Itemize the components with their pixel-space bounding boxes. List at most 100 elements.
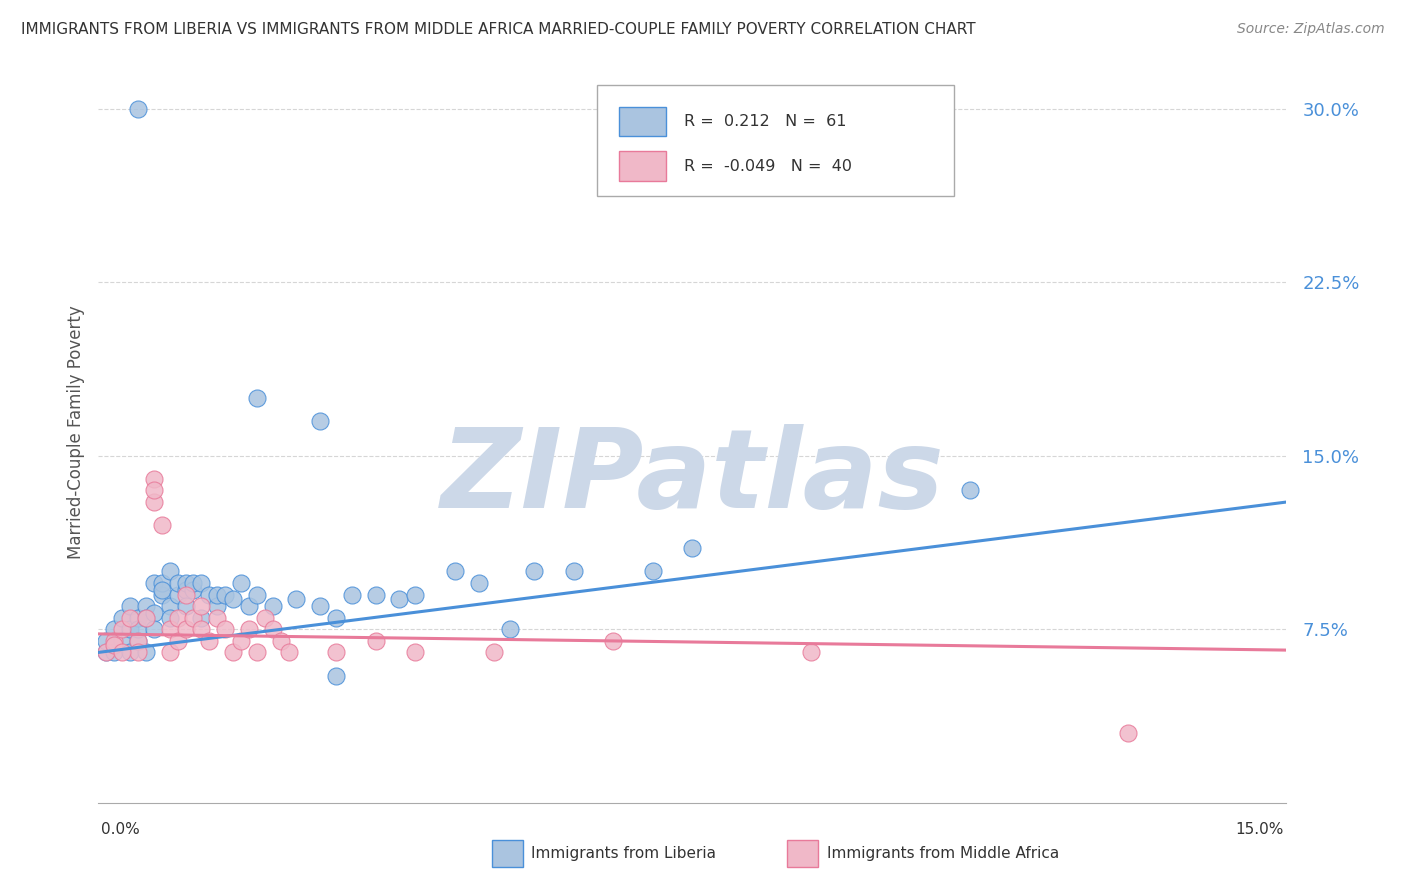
Point [340, 588, 363, 602]
Text: Immigrants from Liberia: Immigrants from Liberia [531, 847, 717, 861]
Point [222, 645, 245, 659]
Point [404, 645, 426, 659]
Point [142, 483, 165, 498]
Point [183, 576, 205, 591]
Point [183, 582, 205, 597]
Point [150, 576, 173, 591]
Point [959, 483, 981, 498]
Point [285, 592, 308, 607]
Point [127, 633, 149, 648]
Text: R =  -0.049   N =  40: R = -0.049 N = 40 [685, 159, 852, 174]
Point [103, 633, 125, 648]
Point [142, 622, 165, 636]
Point [142, 472, 165, 486]
Point [325, 668, 347, 682]
Point [174, 622, 197, 636]
Point [190, 599, 212, 614]
Point [309, 599, 332, 614]
Point [602, 633, 624, 648]
Point [150, 588, 173, 602]
Point [120, 599, 142, 614]
Text: 0.0%: 0.0% [101, 822, 141, 837]
Point [127, 645, 149, 659]
Text: IMMIGRANTS FROM LIBERIA VS IMMIGRANTS FROM MIDDLE AFRICA MARRIED-COUPLE FAMILY P: IMMIGRANTS FROM LIBERIA VS IMMIGRANTS FR… [21, 22, 976, 37]
Bar [492, 840, 523, 867]
Point [238, 599, 260, 614]
Point [166, 576, 188, 591]
Point [190, 611, 212, 625]
Point [1116, 726, 1139, 740]
Point [641, 565, 664, 579]
Text: ZIPatlas: ZIPatlas [440, 424, 945, 531]
Point [174, 588, 197, 602]
Point [467, 576, 489, 591]
Point [174, 582, 197, 597]
Point [800, 645, 823, 659]
Point [198, 633, 221, 648]
Point [135, 611, 157, 625]
Point [246, 588, 269, 602]
Point [214, 622, 236, 636]
Point [159, 611, 181, 625]
Point [253, 611, 276, 625]
Point [120, 645, 142, 659]
Point [96, 633, 118, 648]
Point [523, 565, 546, 579]
Point [262, 622, 284, 636]
Point [142, 576, 165, 591]
Point [388, 592, 411, 607]
FancyBboxPatch shape [619, 152, 666, 181]
Point [309, 414, 332, 428]
Point [111, 611, 134, 625]
Text: R =  0.212   N =  61: R = 0.212 N = 61 [685, 114, 846, 129]
Point [364, 588, 387, 602]
Point [562, 565, 585, 579]
Point [174, 599, 197, 614]
Point [166, 588, 188, 602]
FancyBboxPatch shape [598, 85, 953, 195]
Point [127, 633, 149, 648]
Point [120, 622, 142, 636]
Point [325, 611, 347, 625]
Point [262, 599, 284, 614]
Point [246, 391, 269, 405]
Point [229, 633, 252, 648]
Point [270, 633, 292, 648]
Point [238, 622, 260, 636]
Y-axis label: Married-Couple Family Poverty: Married-Couple Family Poverty [66, 306, 84, 559]
Point [404, 588, 426, 602]
Point [325, 645, 347, 659]
Point [96, 645, 118, 659]
Point [205, 588, 228, 602]
Point [150, 518, 173, 533]
Point [111, 622, 134, 636]
Point [111, 633, 134, 648]
Point [205, 611, 228, 625]
Point [127, 611, 149, 625]
Point [205, 599, 228, 614]
Point [222, 592, 245, 607]
Point [229, 576, 252, 591]
Point [364, 633, 387, 648]
Point [166, 611, 188, 625]
Point [150, 582, 173, 597]
Point [142, 495, 165, 509]
Point [135, 645, 157, 659]
FancyBboxPatch shape [619, 107, 666, 136]
Point [135, 611, 157, 625]
Point [166, 633, 188, 648]
Text: Immigrants from Middle Africa: Immigrants from Middle Africa [827, 847, 1059, 861]
Point [159, 622, 181, 636]
Bar [787, 840, 818, 867]
Point [499, 622, 522, 636]
Point [444, 565, 467, 579]
Point [96, 645, 118, 659]
Point [135, 599, 157, 614]
Point [214, 588, 236, 602]
Text: 15.0%: 15.0% [1236, 822, 1284, 837]
Point [246, 645, 269, 659]
Point [198, 588, 221, 602]
Text: Source: ZipAtlas.com: Source: ZipAtlas.com [1237, 22, 1385, 37]
Point [127, 622, 149, 636]
Point [111, 645, 134, 659]
